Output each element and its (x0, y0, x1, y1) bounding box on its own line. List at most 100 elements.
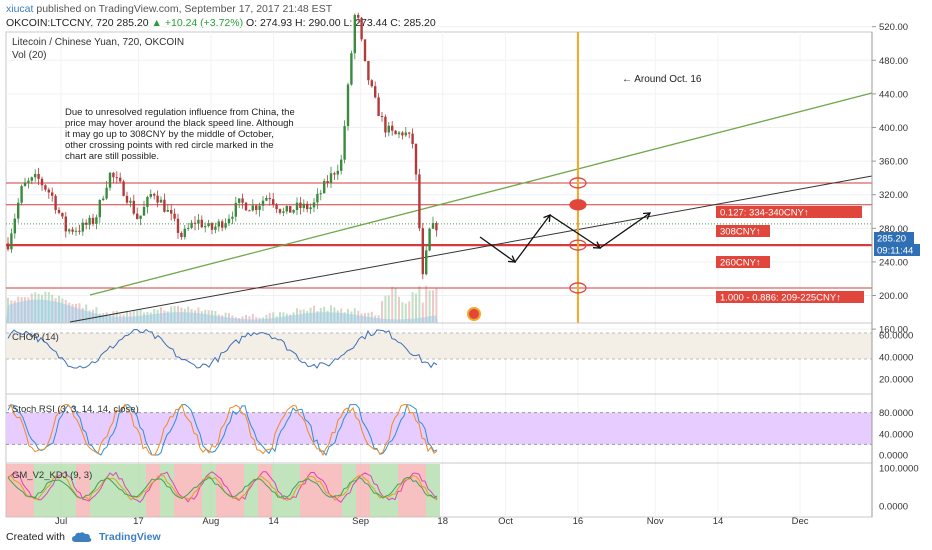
stoch-k-line (7, 404, 438, 457)
candle-body (360, 17, 363, 40)
candle-body (401, 132, 404, 136)
candle-body (129, 200, 132, 203)
candle-body (397, 132, 401, 135)
candle-body (408, 132, 411, 134)
vol-label: Vol (20) (12, 50, 46, 61)
candle-body (295, 202, 299, 211)
volume-bar (432, 290, 434, 323)
candle-body (193, 222, 197, 224)
candle-body (231, 216, 234, 219)
candle-body (197, 219, 200, 224)
annotation-line-5: chart are still possible. (65, 151, 159, 162)
candle-body (394, 130, 397, 135)
price-tick-label: 440.00 (879, 89, 908, 100)
candle-body (10, 233, 13, 250)
chop-line (7, 328, 438, 369)
kdj-stripe (188, 464, 202, 517)
price-tick-label: 520.00 (879, 22, 908, 33)
candle-body (85, 222, 88, 225)
candle-body (30, 177, 33, 181)
candle-body (173, 213, 176, 219)
oct16-note: ← Around Oct. 16 (622, 74, 702, 85)
chop-fill (6, 333, 872, 359)
candle-body (47, 189, 50, 193)
symbol: OKCOIN:LTCCNY, 720 (6, 17, 114, 29)
volume-bar (401, 302, 404, 323)
kdj-stripe (90, 464, 104, 517)
candle-body (261, 200, 265, 206)
fib-levels (6, 182, 872, 289)
candle-body (71, 229, 74, 232)
last-price: 285.20 (116, 17, 149, 29)
candle-body (132, 200, 135, 214)
candle-body (316, 193, 319, 203)
stoch-label: Stoch RSI (3, 3, 14, 14, close) (12, 404, 139, 415)
stoch-tick: 0.0000 (879, 451, 908, 462)
chop-label: CHOP (14) (12, 332, 59, 343)
candle-body (78, 230, 81, 232)
arrow-head (507, 255, 517, 263)
candle-body (146, 196, 149, 207)
kdj-stripe (384, 464, 398, 517)
candle-body (224, 223, 227, 228)
arrow-head (543, 213, 551, 223)
candle-body (98, 199, 101, 218)
level-label-334: 0.127: 334-340CNY↑ (720, 208, 809, 219)
ohlc: O: 274.93 H: 290.00 L: 273.44 C: 285.20 (246, 17, 436, 29)
price-tick-label: 320.00 (879, 190, 908, 201)
time-tick-label: 17 (133, 516, 144, 527)
stoch-band (6, 412, 872, 445)
author-link[interactable]: xiucat (6, 3, 34, 15)
candle-body (340, 159, 343, 171)
candle-body (357, 14, 360, 18)
price-change: ▲ +10.24 (+3.72%) (151, 17, 244, 29)
kdj-background (6, 464, 440, 517)
candle-body (241, 198, 244, 203)
candle-body (350, 53, 353, 85)
time-tick-label: 14 (268, 516, 279, 527)
kdj-stripe (34, 464, 48, 517)
candle-body (404, 132, 407, 136)
kdj-stripe (6, 464, 20, 517)
candle-body (159, 199, 163, 203)
footer-brand[interactable]: TradingView (98, 531, 161, 543)
candle-body (187, 227, 190, 229)
kdj-stripe (356, 464, 370, 517)
chop-tick: 60.0000 (879, 331, 913, 342)
volume-bar (428, 290, 431, 323)
volume-bar (245, 315, 247, 323)
candle-body (176, 218, 180, 233)
candle-body (136, 213, 139, 219)
candle-body (370, 80, 373, 87)
stoch-d-line (7, 403, 438, 457)
candle-body (156, 195, 159, 203)
candle-body (431, 223, 435, 229)
candle-body (391, 125, 394, 131)
candle-body (57, 209, 61, 213)
annotation-line-1: Due to unresolved regulation influence f… (65, 107, 295, 118)
crossing-circle (569, 239, 587, 251)
candle-body (13, 218, 16, 234)
candle-body (20, 186, 23, 203)
candle-body (119, 177, 122, 182)
volume-bar (268, 313, 271, 323)
kdj-stripe (370, 464, 384, 517)
candle-body (258, 205, 261, 210)
candle-body (139, 215, 142, 219)
kdj-stripe (342, 464, 356, 517)
price-tick-label: 280.00 (879, 224, 908, 235)
candle-body (17, 202, 20, 219)
candle-body (170, 210, 173, 214)
crossing-circle (569, 177, 587, 189)
tradingview-cloud-icon (71, 532, 92, 542)
volume-bar (425, 285, 428, 323)
footer: Created with TradingView (6, 531, 161, 543)
candle-body (387, 125, 390, 133)
kdj-stripe (412, 464, 426, 517)
candle-body (91, 217, 95, 224)
price-tick-label: 200.00 (879, 291, 908, 302)
candle-body (251, 205, 254, 211)
candle-body (54, 195, 57, 210)
candle-body (275, 204, 278, 210)
volume-bar (394, 287, 397, 323)
